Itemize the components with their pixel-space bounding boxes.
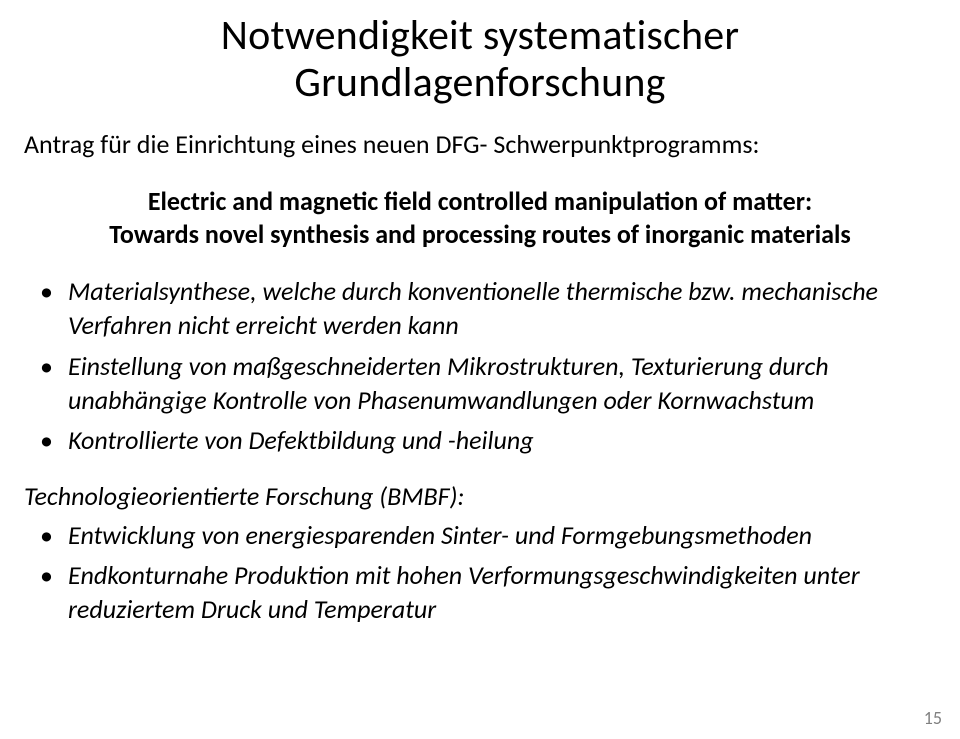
list-item: Entwicklung von energiesparenden Sinter-… bbox=[68, 518, 936, 552]
slide: Notwendigkeit systematischer Grundlagenf… bbox=[0, 0, 960, 739]
list-item: Endkonturnahe Produktion mit hohen Verfo… bbox=[68, 558, 936, 627]
slide-title: Notwendigkeit systematischer Grundlagenf… bbox=[24, 12, 936, 106]
sub-bullet-list: Entwicklung von energiesparenden Sinter-… bbox=[24, 518, 936, 627]
intro-text: Antrag für die Einrichtung eines neuen D… bbox=[24, 128, 936, 161]
subtitle-line-1: Electric and magnetic field controlled m… bbox=[148, 185, 812, 217]
section-label: Technologieorientierte Forschung (BMBF): bbox=[24, 480, 936, 514]
list-item: Einstellung von maßgeschneiderten Mikros… bbox=[68, 349, 936, 418]
subtitle-line-2: Towards novel synthesis and processing r… bbox=[109, 218, 850, 250]
main-bullet-list: Materialsynthese, welche durch konventio… bbox=[24, 274, 936, 458]
list-item: Kontrollierte von Defektbildung und -hei… bbox=[68, 423, 936, 457]
page-number: 15 bbox=[924, 707, 942, 729]
title-line-2: Grundlagenforschung bbox=[294, 57, 665, 108]
list-item: Materialsynthese, welche durch konventio… bbox=[68, 274, 936, 343]
subtitle: Electric and magnetic field controlled m… bbox=[24, 185, 936, 253]
title-line-1: Notwendigkeit systematischer bbox=[221, 10, 739, 61]
